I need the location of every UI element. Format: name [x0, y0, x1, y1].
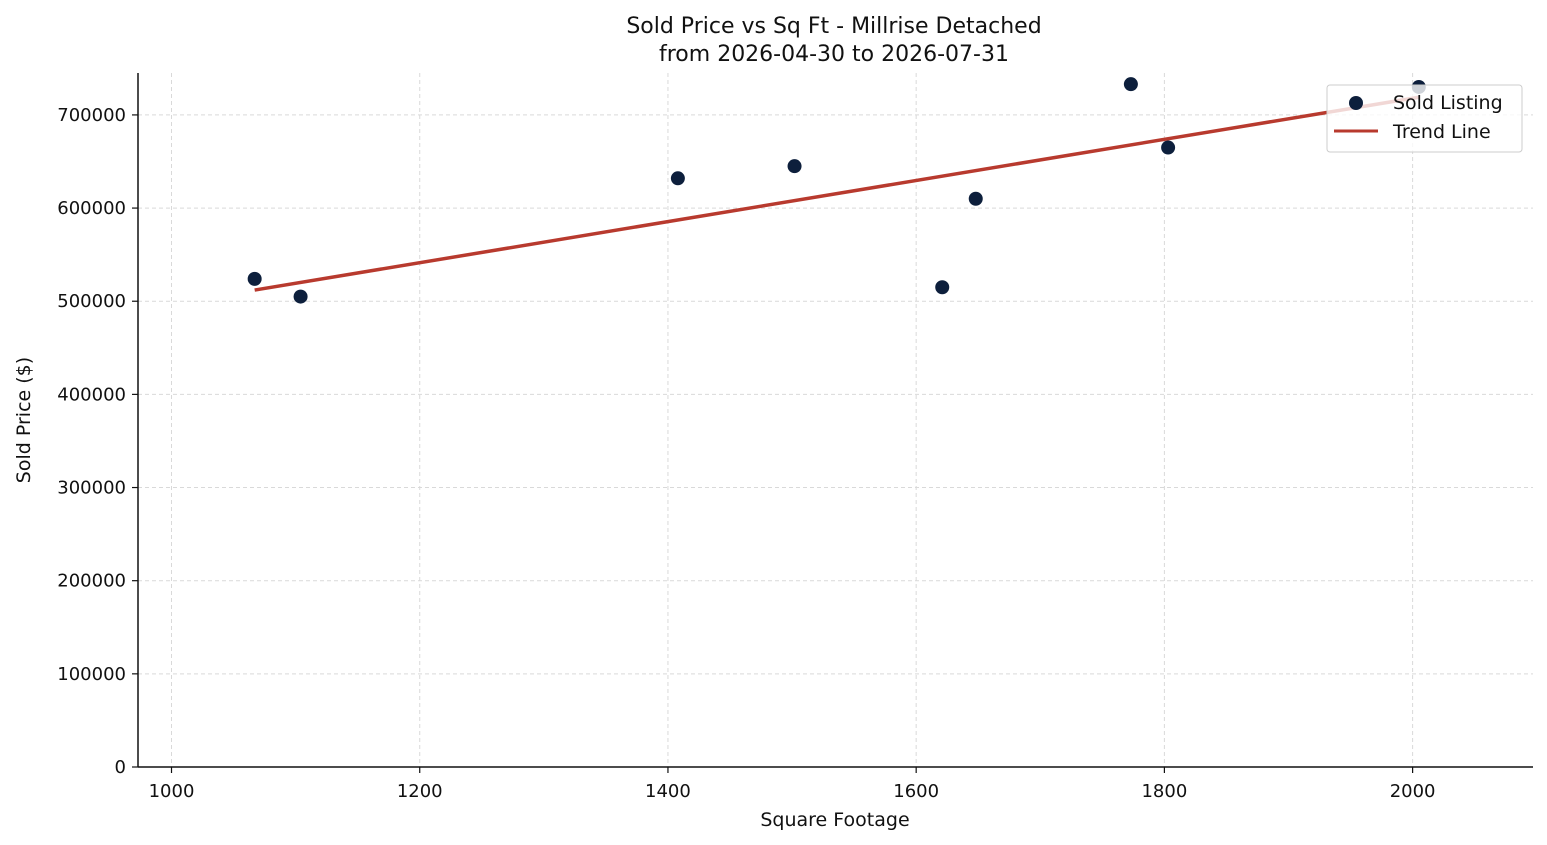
- y-tick-label: 400000: [57, 384, 126, 405]
- legend-marker-sold-listing: [1349, 96, 1363, 110]
- y-axis-label: Sold Price ($): [13, 357, 35, 483]
- legend-box: [1326, 84, 1523, 153]
- chart-title-line2: from 2026-04-30 to 2026-07-31: [659, 42, 1009, 67]
- y-tick-label: 0: [115, 757, 126, 778]
- y-tick-label: 600000: [57, 198, 126, 219]
- trend-line-layer: [254, 95, 1420, 292]
- y-tick-label: 300000: [57, 478, 126, 499]
- x-tick-label: 1200: [397, 781, 443, 802]
- y-tick-label: 200000: [57, 571, 126, 592]
- x-tick-label: 1600: [893, 781, 939, 802]
- legend-label-sold-listing: Sold Listing: [1393, 92, 1503, 114]
- legend: Sold Listing Trend Line: [1326, 84, 1523, 153]
- x-tick-label: 1400: [645, 781, 691, 802]
- sold-listing-point: [293, 289, 308, 304]
- sold-listing-point: [247, 271, 262, 286]
- scatter-points-layer: [247, 77, 1426, 304]
- sold-listing-point: [1123, 77, 1138, 92]
- y-axis-ticks: 0 100000 200000 300000 400000 500000 600000 700…: [57, 105, 138, 778]
- y-tick-label: 700000: [57, 105, 126, 126]
- legend-label-trend-line: Trend Line: [1392, 121, 1491, 143]
- x-tick-label: 1800: [1141, 781, 1187, 802]
- chart-title-line1: Sold Price vs Sq Ft - Millrise Detached: [626, 14, 1041, 39]
- x-tick-label: 1000: [149, 781, 195, 802]
- x-tick-label: 2000: [1390, 781, 1436, 802]
- sold-listing-point: [935, 280, 950, 295]
- sold-listing-point: [968, 191, 983, 206]
- x-axis-label: Square Footage: [760, 809, 909, 831]
- sold-listing-point: [787, 159, 802, 174]
- sold-listing-point: [670, 171, 685, 186]
- y-tick-label: 500000: [57, 291, 126, 312]
- sold-listing-point: [1161, 140, 1176, 155]
- grid-lines: [138, 73, 1533, 767]
- trend-line: [254, 95, 1420, 292]
- y-tick-label: 100000: [57, 664, 126, 685]
- x-axis-ticks: 1000 1200 1400 1600 1800 2000: [149, 767, 1436, 802]
